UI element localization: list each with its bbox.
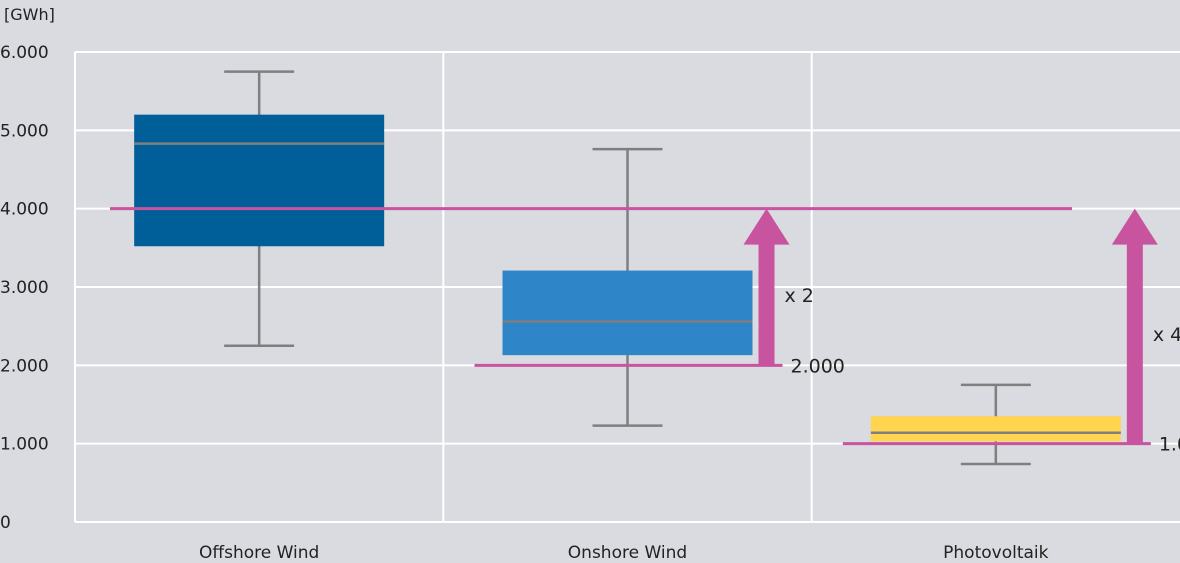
y-tick-label-3: 3.000 <box>0 278 49 298</box>
box-rect-1 <box>502 270 753 356</box>
box-rect-0 <box>134 114 385 247</box>
reference-line-label-2: 1.000 <box>1159 434 1180 456</box>
arrow-label-1: x 4 <box>1153 324 1180 346</box>
multiplier-arrows: x 2 x 4 <box>743 208 1180 444</box>
reference-line-label-1: 2.000 <box>791 355 845 377</box>
category-label-2: Photovoltaik <box>943 543 1048 563</box>
y-tick-label-4: 4.000 <box>0 200 49 220</box>
reference-lines: 2.000 1.000 <box>110 207 1180 456</box>
category-label-1: Onshore Wind <box>568 543 687 563</box>
y-tick-label-6: 6.000 <box>0 43 49 63</box>
arrow-label-0: x 2 <box>785 285 814 307</box>
y-axis-unit-label: [GWh] <box>4 5 55 24</box>
y-tick-label-1: 1.000 <box>0 435 49 455</box>
category-labels: Offshore Wind Onshore Wind Photovoltaik <box>199 543 1049 563</box>
arrow-shaft-0 <box>758 243 775 366</box>
category-label-0: Offshore Wind <box>199 543 319 563</box>
arrow-head-0 <box>743 208 790 245</box>
y-tick-labels: 0 1.000 2.000 3.000 4.000 5.000 6.000 <box>0 43 49 533</box>
arrow-shaft-1 <box>1126 243 1143 444</box>
box-rect-2 <box>870 416 1121 442</box>
y-tick-label-5: 5.000 <box>0 121 49 141</box>
arrow-head-1 <box>1111 208 1158 245</box>
y-tick-label-2: 2.000 <box>0 356 49 376</box>
y-tick-label-0: 0 <box>0 513 11 533</box>
box-plots <box>134 70 1121 466</box>
